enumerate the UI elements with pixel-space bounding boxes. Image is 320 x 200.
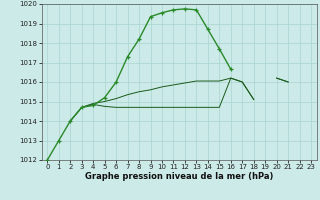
X-axis label: Graphe pression niveau de la mer (hPa): Graphe pression niveau de la mer (hPa): [85, 172, 273, 181]
